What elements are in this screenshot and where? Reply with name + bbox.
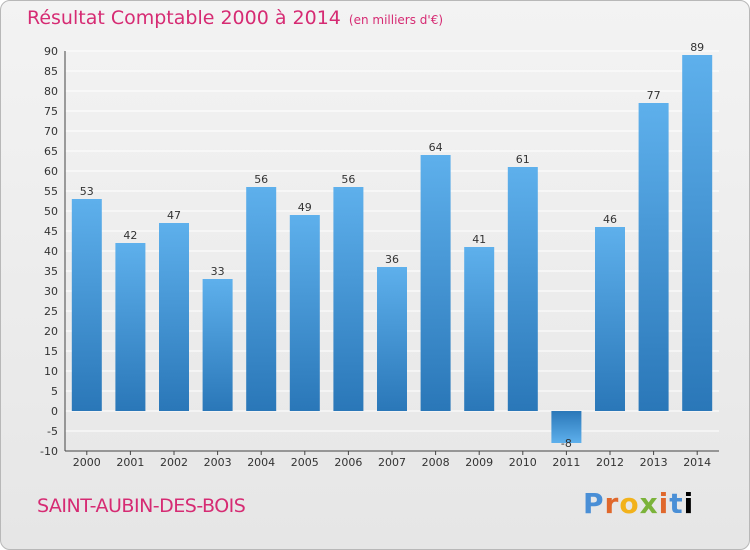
x-tick-label: 2002 bbox=[160, 456, 188, 469]
y-tick-label: 50 bbox=[44, 205, 58, 218]
bar-value-label: 49 bbox=[298, 201, 312, 214]
bar-value-label: 77 bbox=[647, 89, 661, 102]
y-tick-label: 85 bbox=[44, 65, 58, 78]
y-tick-label: 15 bbox=[44, 345, 58, 358]
bars-layer: 53 42 47 33 56 49 56 36 64 41 61 -8 46 77 89 bbox=[71, 41, 713, 450]
x-tick-label: 2003 bbox=[204, 456, 232, 469]
bar-value-label: 64 bbox=[429, 141, 443, 154]
bar bbox=[507, 167, 538, 411]
bar bbox=[420, 155, 451, 411]
bar bbox=[246, 187, 277, 411]
y-tick-label: 55 bbox=[44, 185, 58, 198]
bar-value-label: 42 bbox=[123, 229, 137, 242]
x-tick-label: 2013 bbox=[640, 456, 668, 469]
chart-title: Résultat Comptable 2000 à 2014 (en millie… bbox=[27, 7, 443, 29]
bar-value-label: 56 bbox=[341, 173, 355, 186]
logo-letter: t bbox=[669, 487, 684, 520]
axis-layer: -10 -5 0 5 10 15 20 25 30 35 40 45 50 55 60 65 70 75 80 85 9… bbox=[40, 45, 719, 469]
bar-value-label: 33 bbox=[211, 265, 225, 278]
y-tick-label: 5 bbox=[51, 385, 58, 398]
logo-letter: P bbox=[583, 487, 605, 520]
y-tick-label: 60 bbox=[44, 165, 58, 178]
logo-letter: o bbox=[619, 487, 640, 520]
logo-letter: i bbox=[683, 487, 695, 520]
bar bbox=[464, 247, 495, 411]
y-tick-label: 45 bbox=[44, 225, 58, 238]
logo-letter: x bbox=[639, 487, 659, 520]
y-tick-label: 10 bbox=[44, 365, 58, 378]
bar bbox=[115, 243, 146, 411]
bar-value-label: 61 bbox=[516, 153, 530, 166]
chart-subtitle: (en milliers d'€) bbox=[348, 13, 444, 27]
y-tick-label: 75 bbox=[44, 105, 58, 118]
bar-value-label: 46 bbox=[603, 213, 617, 226]
x-tick-label: 2010 bbox=[509, 456, 537, 469]
bar bbox=[71, 199, 102, 411]
x-tick-label: 2008 bbox=[422, 456, 450, 469]
y-tick-label: 30 bbox=[44, 285, 58, 298]
x-tick-label: 2011 bbox=[552, 456, 580, 469]
bar bbox=[159, 223, 189, 411]
y-tick-label: 0 bbox=[51, 405, 58, 418]
x-tick-label: 2014 bbox=[683, 456, 711, 469]
bar-value-label: 47 bbox=[167, 209, 181, 222]
bar-value-label: 53 bbox=[80, 185, 94, 198]
x-tick-label: 2005 bbox=[291, 456, 319, 469]
y-tick-label: 90 bbox=[44, 45, 58, 58]
x-tick-label: 2001 bbox=[116, 456, 144, 469]
bar-value-label: -8 bbox=[561, 437, 572, 450]
bar bbox=[377, 267, 407, 411]
x-tick-label: 2009 bbox=[465, 456, 493, 469]
y-tick-label: 40 bbox=[44, 245, 58, 258]
bar-value-label: 41 bbox=[472, 233, 486, 246]
bar bbox=[551, 411, 582, 443]
y-tick-label: 65 bbox=[44, 145, 58, 158]
y-tick-label: 80 bbox=[44, 85, 58, 98]
bar-value-label: 89 bbox=[690, 41, 704, 54]
proxiti-logo: Proxiti bbox=[583, 487, 694, 520]
bar bbox=[202, 279, 233, 411]
logo-letter: i bbox=[658, 487, 670, 520]
bar bbox=[333, 187, 364, 411]
bar bbox=[595, 227, 625, 411]
y-tick-label: 25 bbox=[44, 305, 58, 318]
bar bbox=[682, 55, 713, 411]
y-tick-label: -5 bbox=[47, 425, 58, 438]
y-tick-label: 70 bbox=[44, 125, 58, 138]
bar bbox=[289, 215, 320, 411]
bar bbox=[638, 103, 669, 411]
chart-title-text: Résultat Comptable 2000 à 2014 bbox=[27, 7, 341, 29]
commune-name: SAINT-AUBIN-DES-BOIS bbox=[37, 495, 246, 517]
bar-value-label: 56 bbox=[254, 173, 268, 186]
x-tick-label: 2012 bbox=[596, 456, 624, 469]
bar-value-label: 36 bbox=[385, 253, 399, 266]
x-tick-label: 2007 bbox=[378, 456, 406, 469]
y-tick-label: -10 bbox=[40, 445, 58, 458]
y-tick-label: 35 bbox=[44, 265, 58, 278]
y-tick-label: 20 bbox=[44, 325, 58, 338]
logo-letter: r bbox=[604, 487, 620, 520]
x-tick-label: 2006 bbox=[334, 456, 362, 469]
x-tick-label: 2000 bbox=[73, 456, 101, 469]
x-tick-label: 2004 bbox=[247, 456, 275, 469]
